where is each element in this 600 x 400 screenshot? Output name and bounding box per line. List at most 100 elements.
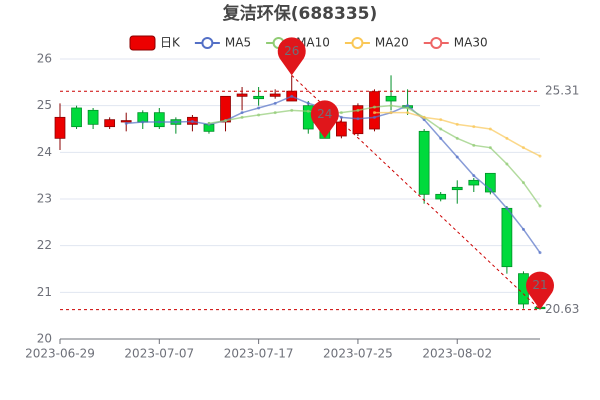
legend-label: MA30 <box>454 36 488 50</box>
ma-point <box>472 125 476 129</box>
ma-point <box>439 127 443 131</box>
legend-swatch <box>430 37 443 49</box>
ma-point <box>521 146 525 150</box>
ma-point <box>207 121 211 125</box>
mark-pin-label: 21 <box>532 278 547 292</box>
ma-point <box>538 154 542 158</box>
legend-label: MA20 <box>375 36 409 50</box>
candle-body <box>501 207 513 268</box>
ma-point <box>356 117 360 121</box>
ma-point <box>488 188 492 192</box>
ma-point <box>439 136 443 140</box>
x-tick-label: 2023-07-25 <box>323 347 393 361</box>
ma-point <box>257 113 261 117</box>
ma-point <box>521 181 525 185</box>
mark-pin-label: 26 <box>284 44 299 58</box>
candle-body <box>253 95 264 100</box>
ma-point <box>124 121 128 125</box>
y-tick-label: 25 <box>37 98 52 112</box>
ma-point <box>505 136 509 140</box>
ma-point <box>306 109 310 113</box>
candle-body <box>468 179 480 186</box>
x-tick-label: 2023-07-07 <box>124 347 194 361</box>
ma-point <box>488 127 492 131</box>
candle-body <box>269 93 281 97</box>
ma-point <box>290 94 294 98</box>
candle-body <box>484 172 496 193</box>
ma-point <box>538 251 542 255</box>
mark-pin <box>526 271 555 310</box>
ma-point <box>472 174 476 178</box>
candle-body <box>71 107 82 128</box>
candle-body <box>153 112 165 128</box>
ma-point <box>257 106 261 110</box>
candle-body <box>336 121 347 137</box>
candle-body <box>54 116 66 139</box>
ma-point <box>372 111 376 115</box>
ma-point <box>356 108 360 112</box>
x-tick-label: 2023-07-17 <box>224 347 294 361</box>
candle-body <box>435 193 447 200</box>
y-tick-label: 23 <box>37 192 52 206</box>
mark-line-label: 20.63 <box>545 302 579 316</box>
ma-point <box>488 146 492 150</box>
legend-swatch <box>351 37 364 49</box>
candle-body <box>451 186 463 191</box>
ma-point <box>290 108 294 112</box>
ma-point <box>406 106 410 110</box>
ma-point <box>505 206 509 210</box>
ma-point <box>389 104 393 108</box>
ma-point <box>505 162 509 166</box>
ma-point <box>406 104 410 108</box>
x-tick-label: 2023-06-29 <box>25 347 95 361</box>
legend-swatch <box>129 35 156 51</box>
legend-label: 日K <box>160 36 181 50</box>
ma-point <box>455 136 459 140</box>
ma-line <box>374 111 541 157</box>
ma-point <box>422 118 426 122</box>
ma-point <box>422 115 426 119</box>
ma-point <box>224 119 228 123</box>
ma-point <box>406 111 410 115</box>
mark-pin-label: 24 <box>317 107 332 121</box>
ma-point <box>240 111 244 115</box>
ma-point <box>273 111 277 115</box>
y-tick-label: 22 <box>37 238 52 252</box>
candle-body <box>120 120 132 123</box>
candle-body <box>418 130 430 195</box>
chart-title: 复洁环保(688335) <box>222 3 378 24</box>
ma-point <box>240 115 244 119</box>
y-tick-label: 26 <box>37 52 52 66</box>
mark-line-label: 25.31 <box>545 84 579 98</box>
ma-point <box>174 120 178 124</box>
ma-point <box>538 204 542 208</box>
candle-body <box>369 91 380 130</box>
legend: 日K MA5 MA10 MA20 MA30 <box>129 35 488 51</box>
candle-body <box>104 119 116 128</box>
ma-point <box>389 111 393 115</box>
ma-point <box>141 120 145 124</box>
y-tick-label: 24 <box>37 145 52 159</box>
x-tick-label: 2023-08-02 <box>422 347 492 361</box>
candle-body <box>385 95 397 102</box>
mark-pin <box>310 100 339 139</box>
y-tick-label: 21 <box>37 285 52 299</box>
candle-body <box>87 109 99 125</box>
mark-pin <box>277 37 306 76</box>
legend-label: MA5 <box>225 36 251 50</box>
ma-point <box>521 227 525 231</box>
ma-point <box>190 120 194 124</box>
ma-point <box>157 120 161 124</box>
ma-point <box>455 155 459 159</box>
ma-point <box>306 101 310 105</box>
ma-point <box>455 122 459 126</box>
ma-point <box>472 143 476 147</box>
ma-point <box>372 115 376 119</box>
ma-point <box>439 118 443 122</box>
ma-point <box>372 105 376 109</box>
candle-body <box>236 93 248 97</box>
legend-swatch <box>201 37 214 49</box>
ma-point <box>339 111 343 115</box>
ma-point <box>339 115 343 119</box>
